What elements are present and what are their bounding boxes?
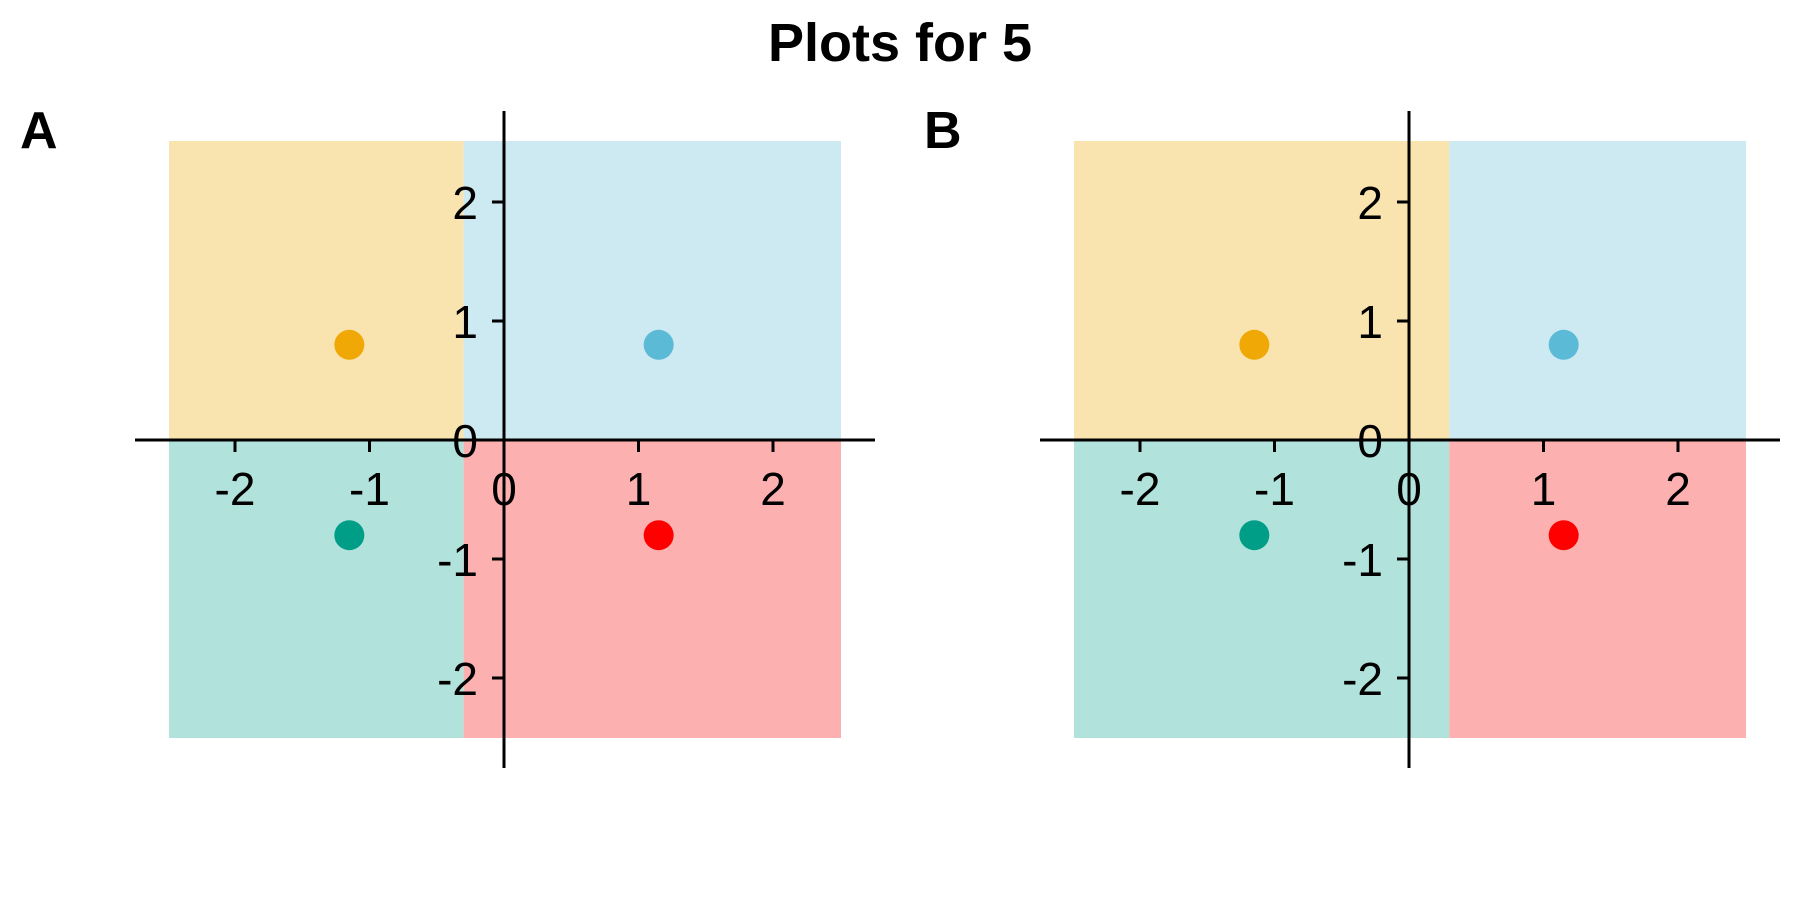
y-tick-label: -1 xyxy=(437,534,478,586)
x-tick-label: 2 xyxy=(760,463,786,515)
region-upper-right xyxy=(1449,141,1746,440)
data-point xyxy=(334,329,365,360)
data-point xyxy=(1239,520,1270,551)
data-point xyxy=(1548,329,1579,360)
y-tick-label: 2 xyxy=(452,177,478,229)
x-tick-label: 1 xyxy=(1531,463,1557,515)
x-tick-label: -1 xyxy=(349,463,390,515)
region-upper-left xyxy=(169,141,464,440)
chart-title: Plots for 5 xyxy=(767,13,1033,73)
region-lower-left xyxy=(169,440,464,738)
region-lower-left xyxy=(1074,440,1450,738)
region-upper-left xyxy=(1074,141,1450,440)
x-tick-label: 0 xyxy=(491,463,517,515)
region-upper-right xyxy=(463,141,841,440)
panel-label-a: A xyxy=(20,102,58,160)
data-point xyxy=(334,520,365,551)
x-tick-label: 2 xyxy=(1665,463,1691,515)
x-tick-label: 1 xyxy=(626,463,652,515)
data-point xyxy=(643,520,674,551)
region-lower-right xyxy=(1449,440,1746,738)
y-tick-label: 2 xyxy=(1357,177,1383,229)
data-point xyxy=(643,329,674,360)
x-tick-label: -2 xyxy=(215,463,256,515)
region-lower-right xyxy=(463,440,841,738)
data-point xyxy=(1548,520,1579,551)
panel-label-b: B xyxy=(924,102,962,160)
y-tick-label: 0 xyxy=(1357,415,1383,467)
y-tick-label: -2 xyxy=(437,653,478,705)
data-point xyxy=(1239,329,1270,360)
y-tick-label: 1 xyxy=(1357,296,1383,348)
y-tick-label: 0 xyxy=(452,415,478,467)
x-tick-label: 0 xyxy=(1396,463,1422,515)
x-tick-label: -1 xyxy=(1254,463,1295,515)
y-tick-label: -1 xyxy=(1342,534,1383,586)
x-tick-label: -2 xyxy=(1120,463,1161,515)
y-tick-label: -2 xyxy=(1342,653,1383,705)
y-tick-label: 1 xyxy=(452,296,478,348)
